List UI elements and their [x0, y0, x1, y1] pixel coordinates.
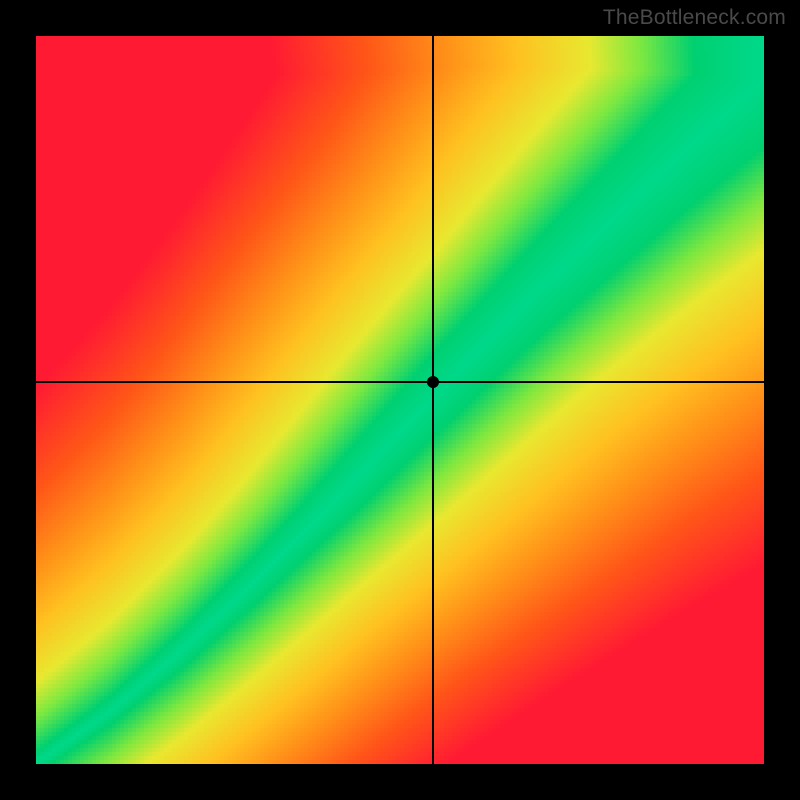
crosshair-vertical [432, 36, 434, 764]
crosshair-horizontal [36, 381, 764, 383]
watermark-text: TheBottleneck.com [603, 6, 786, 30]
crosshair-marker [427, 376, 439, 388]
heatmap-plot [36, 36, 764, 764]
heatmap-canvas [36, 36, 764, 764]
